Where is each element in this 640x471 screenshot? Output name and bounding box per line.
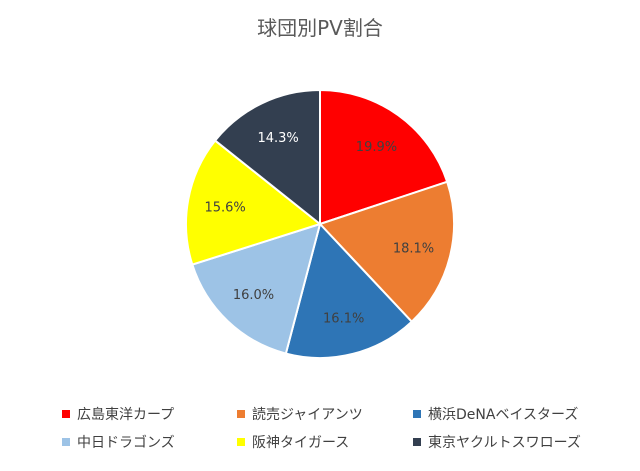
pie-chart: 19.9% 18.1% 16.1% 16.0% 15.6% 14.3%	[185, 88, 455, 359]
pie-slice-yokohama	[284, 221, 414, 359]
chart-legend: 広島東洋カープ 読売ジャイアンツ 横浜DeNAベイスターズ中日ドラゴンズ 阪神タイガー…	[0, 396, 640, 466]
legend-label: 中日ドラゴンズ	[77, 435, 175, 451]
legend-item-hiroshima: 広島東洋カープ	[62, 404, 174, 424]
pie-slice-hanshin	[185, 139, 323, 266]
data-label-yakult: 14.3%	[257, 131, 298, 146]
legend-label: 阪神タイガース	[252, 435, 350, 451]
pie-slice-yakult	[213, 88, 321, 227]
legend-label: 読売ジャイアンツ	[252, 407, 363, 423]
pie-slice-yomiuri	[318, 180, 455, 324]
pie-slice-chunichi	[191, 222, 322, 355]
legend-swatch	[62, 410, 70, 418]
legend-label: 広島東洋カープ	[77, 407, 175, 423]
legend-item-chunichi: 中日ドラゴンズ	[62, 432, 175, 452]
legend-item-hanshin: 阪神タイガース	[237, 432, 349, 452]
data-label-yokohama: 16.1%	[323, 312, 364, 327]
legend-swatch	[237, 438, 245, 446]
legend-swatch	[413, 410, 421, 418]
chart-title: 球団別PV割合	[257, 16, 383, 40]
pie-slice-hiroshima	[319, 88, 449, 226]
data-label-hiroshima: 19.9%	[356, 140, 397, 155]
legend-item-yokohama: 横浜DeNAベイスターズ	[413, 404, 578, 424]
legend-swatch	[62, 438, 70, 446]
legend-item-yomiuri: 読売ジャイアンツ	[237, 404, 363, 424]
legend-item-yakult: 東京ヤクルトスワローズ	[413, 432, 581, 452]
legend-label: 横浜DeNAベイスターズ	[428, 407, 579, 423]
data-label-hanshin: 15.6%	[204, 201, 245, 216]
legend-swatch	[413, 438, 421, 446]
data-label-chunichi: 16.0%	[233, 288, 274, 303]
data-label-yomiuri: 18.1%	[393, 242, 434, 257]
legend-swatch	[237, 410, 245, 418]
legend-label: 東京ヤクルトスワローズ	[428, 435, 581, 451]
